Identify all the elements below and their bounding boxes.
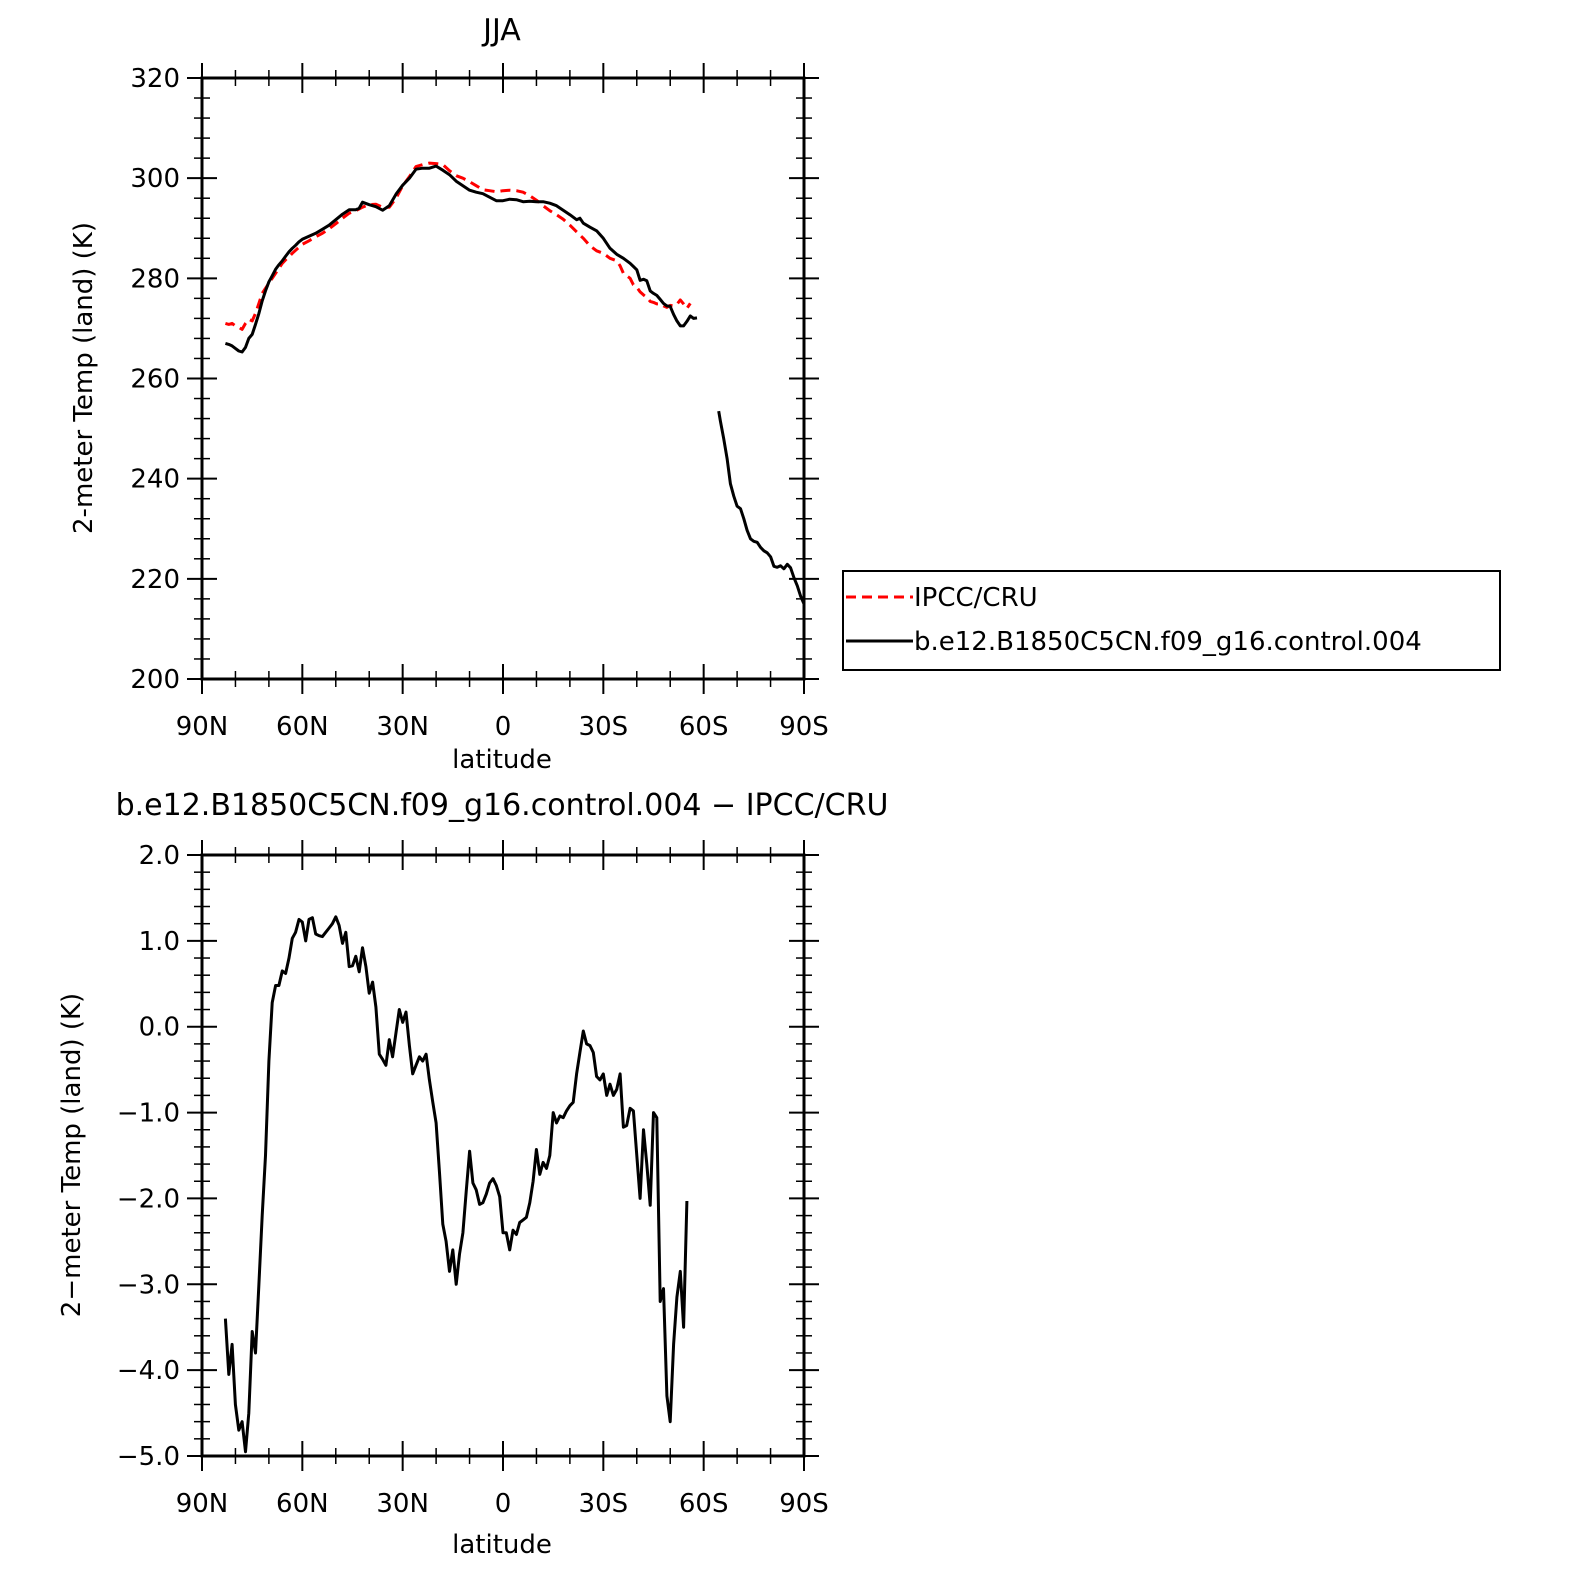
x-tick-label: 60N (276, 712, 329, 742)
x-tick-label: 90N (176, 712, 229, 742)
tick-marks (187, 63, 819, 694)
x-tick-label: 0 (495, 712, 512, 742)
x-tick-label: 0 (495, 1489, 512, 1519)
y-tick-label: 1.0 (139, 927, 180, 957)
tick-labels: 200 220 240 260 280 300 320 90N 60N 30N 0 30S 60S 90S (130, 64, 828, 742)
y-tick-label: −4.0 (117, 1356, 180, 1386)
x-axis-label: latitude (452, 745, 552, 775)
y-tick-label: −5.0 (117, 1442, 180, 1472)
bottom-chart: b.e12.B1850C5CN.f09_g16.control.004 − IP… (57, 788, 888, 1560)
y-axis-label: 2-meter Temp (land) (K) (69, 222, 99, 534)
legend: IPCC/CRU b.e12.B1850C5CN.f09_g16.control… (842, 570, 1501, 671)
y-tick-label: −1.0 (117, 1099, 180, 1129)
y-tick-label: 2.0 (139, 841, 180, 871)
plot-frame (200, 853, 806, 1458)
series-line-b-e12-b1850c5cn-f09-g16-control-004 (717, 410, 806, 605)
plot-frame (200, 76, 806, 681)
series-line-difference (223, 915, 689, 1454)
plot-area (224, 161, 806, 605)
chart-title: b.e12.B1850C5CN.f09_g16.control.004 − IP… (116, 788, 889, 823)
y-tick-label: 260 (130, 365, 180, 395)
legend-box (842, 570, 1501, 671)
x-tick-label: 30N (376, 712, 429, 742)
x-tick-label: 30S (579, 712, 629, 742)
tick-labels: −5.0 −4.0 −3.0 −2.0 −1.0 0.0 1.0 2.0 90N 60N 30N 0 3… (117, 841, 829, 1519)
y-tick-label: 0.0 (139, 1013, 180, 1043)
x-tick-label: 30N (376, 1489, 429, 1519)
x-tick-label: 90S (779, 712, 829, 742)
x-tick-label: 30S (579, 1489, 629, 1519)
plot-area (223, 915, 689, 1454)
x-axis-label: latitude (452, 1530, 552, 1560)
y-tick-label: 220 (130, 565, 180, 595)
x-tick-label: 60S (679, 712, 729, 742)
series-line-ipcc-cru (224, 161, 692, 331)
y-tick-label: 320 (130, 64, 180, 94)
y-tick-label: −3.0 (117, 1270, 180, 1300)
y-axis-label: 2−meter Temp (land) (K) (57, 993, 87, 1317)
y-tick-label: 280 (130, 264, 180, 294)
tick-marks (187, 840, 819, 1471)
x-tick-label: 90S (779, 1489, 829, 1519)
legend-label-model: b.e12.B1850C5CN.f09_g16.control.004 (914, 627, 1422, 657)
x-tick-label: 60N (276, 1489, 329, 1519)
y-tick-label: −2.0 (117, 1184, 180, 1214)
x-tick-label: 90N (176, 1489, 229, 1519)
y-tick-label: 200 (130, 665, 180, 695)
x-tick-label: 60S (679, 1489, 729, 1519)
y-tick-label: 240 (130, 465, 180, 495)
top-chart: JJA latitude 2-meter Temp (land) (K) 200… (69, 13, 1501, 775)
chart-title: JJA (481, 13, 521, 48)
y-tick-label: 300 (130, 164, 180, 194)
series-line-b-e12-b1850c5cn-f09-g16-control-004 (224, 164, 698, 354)
legend-label-ipcc-cru: IPCC/CRU (914, 583, 1038, 613)
